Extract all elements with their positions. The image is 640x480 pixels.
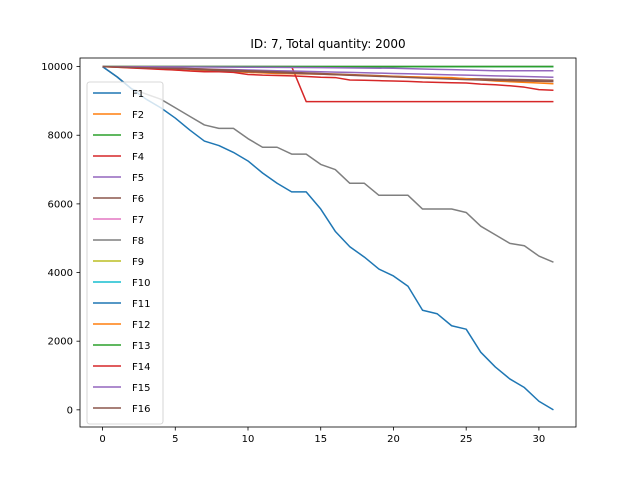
legend-label-f2: F2 bbox=[132, 110, 144, 121]
legend-label-f6: F6 bbox=[132, 194, 144, 205]
legend-label-f11: F11 bbox=[132, 299, 150, 310]
legend-label-f9: F9 bbox=[132, 257, 144, 268]
x-axis: 0 5 10 15 20 25 30 bbox=[99, 427, 545, 445]
series-line-f11 bbox=[102, 65, 554, 411]
series-line-f8 bbox=[102, 65, 554, 263]
legend-label-f7: F7 bbox=[132, 215, 144, 226]
legend-label-f13: F13 bbox=[132, 341, 150, 352]
legend-label-f14: F14 bbox=[132, 362, 150, 373]
legend-label-f15: F15 bbox=[132, 383, 150, 394]
plot-lines bbox=[102, 65, 554, 411]
y-tick-label: 10000 bbox=[41, 62, 73, 73]
chart-title: ID: 7, Total quantity: 2000 bbox=[250, 37, 405, 51]
legend-label-f1: F1 bbox=[132, 89, 144, 100]
plot-frame bbox=[79, 57, 577, 428]
series-line-f15 bbox=[102, 65, 554, 72]
series-line-f14 bbox=[102, 65, 554, 92]
legend-label-f12: F12 bbox=[132, 320, 150, 331]
series-line-f16 bbox=[102, 65, 554, 83]
x-tick-label: 25 bbox=[460, 434, 473, 445]
legend: F1 F2 F3 F4 F5 F6 F7 F8 F9 F10 F11 F12 F13 F14 F15 F16 bbox=[86, 81, 164, 425]
legend-label-f16: F16 bbox=[132, 404, 150, 415]
x-tick-label: 30 bbox=[533, 434, 546, 445]
legend-label-f10: F10 bbox=[132, 278, 150, 289]
y-tick-label: 8000 bbox=[48, 131, 73, 142]
x-tick-label: 10 bbox=[242, 434, 255, 445]
x-tick-label: 5 bbox=[172, 434, 178, 445]
legend-box bbox=[86, 81, 164, 425]
y-tick-label: 4000 bbox=[48, 268, 73, 279]
y-tick-label: 0 bbox=[67, 405, 73, 416]
legend-label-f5: F5 bbox=[132, 173, 144, 184]
y-axis: 0 2000 4000 6000 8000 10000 bbox=[41, 62, 80, 416]
legend-label-f4: F4 bbox=[132, 152, 144, 163]
legend-label-f3: F3 bbox=[132, 131, 144, 142]
x-tick-label: 20 bbox=[387, 434, 400, 445]
y-tick-label: 2000 bbox=[48, 337, 73, 348]
legend-label-f8: F8 bbox=[132, 236, 144, 247]
x-tick-label: 15 bbox=[314, 434, 327, 445]
y-tick-label: 6000 bbox=[48, 199, 73, 210]
x-tick-label: 0 bbox=[99, 434, 105, 445]
